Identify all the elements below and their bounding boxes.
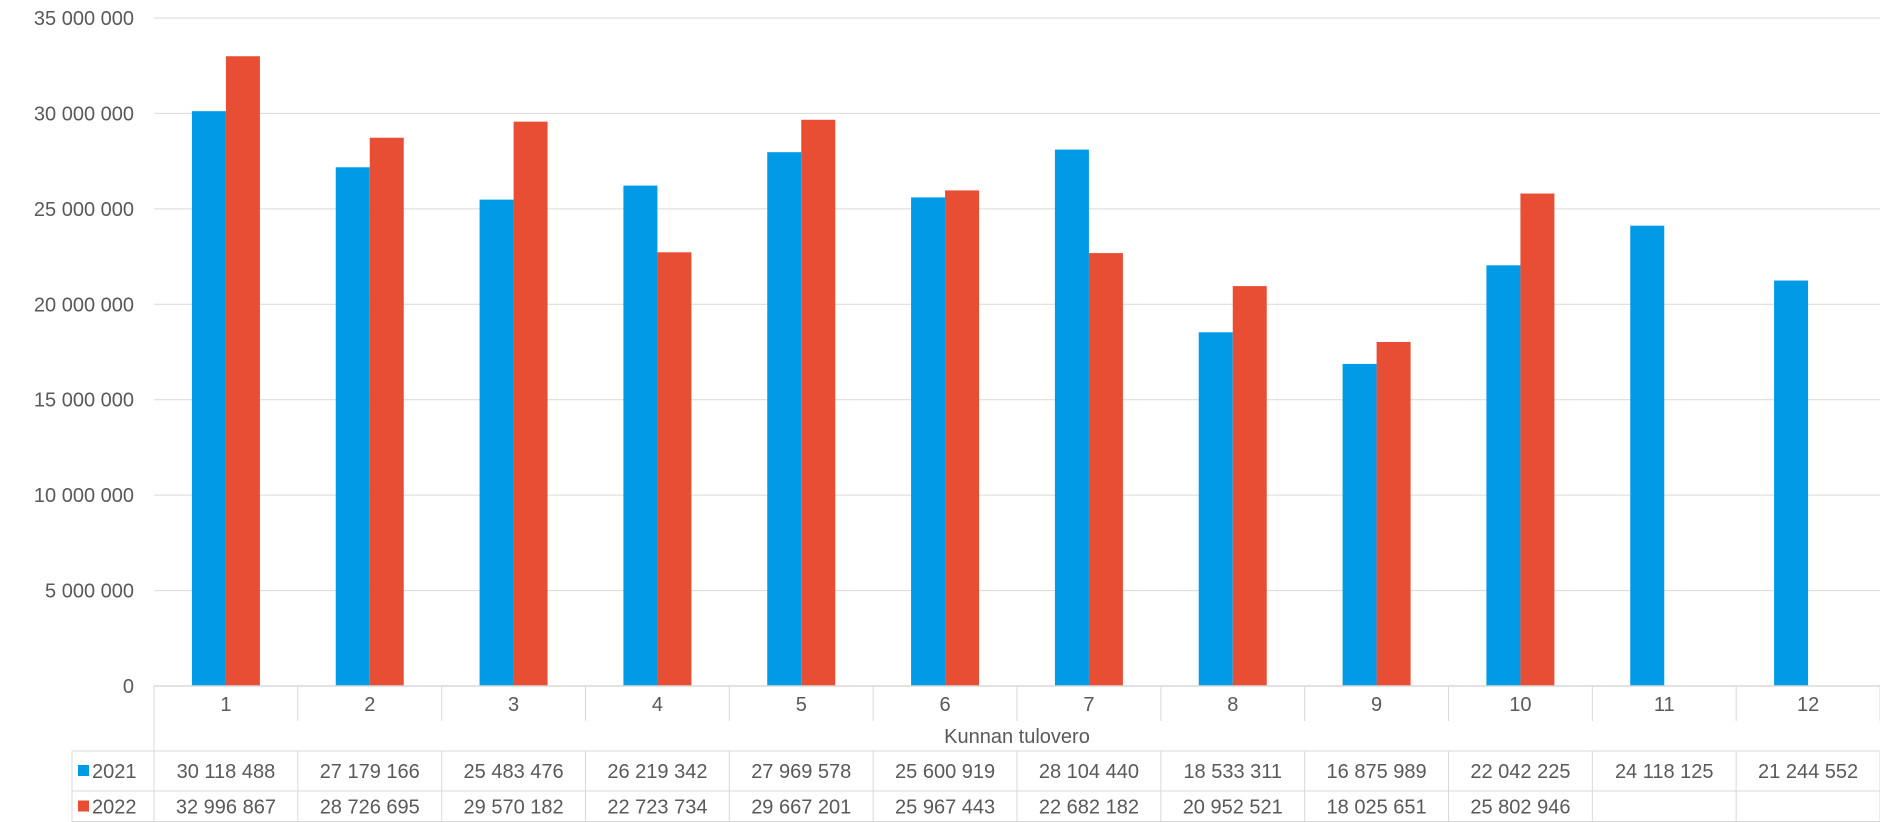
category-label: 1 bbox=[220, 694, 231, 716]
y-tick-label: 15 000 000 bbox=[34, 390, 134, 412]
y-tick-label: 25 000 000 bbox=[34, 199, 134, 221]
table-cell: 22 682 182 bbox=[1039, 797, 1139, 819]
legend-label-2022: 2022 bbox=[92, 797, 137, 819]
bar-2021-8 bbox=[1198, 332, 1233, 686]
y-axis-tick-labels: 0 5 000 000 10 000 000 15 000 000 20 000 000… bbox=[34, 8, 134, 698]
table-cell: 25 600 919 bbox=[895, 761, 995, 783]
bar-2022-10 bbox=[1520, 193, 1555, 686]
table-cell: 18 025 651 bbox=[1327, 797, 1427, 819]
category-label: 6 bbox=[940, 694, 951, 716]
table-cell: 24 118 125 bbox=[1615, 761, 1714, 783]
y-tick-label: 5 000 000 bbox=[45, 581, 134, 603]
table-cell: 28 104 440 bbox=[1039, 761, 1139, 783]
category-label: 8 bbox=[1227, 694, 1238, 716]
table-cell: 26 219 342 bbox=[607, 761, 707, 783]
bar-2021-9 bbox=[1342, 363, 1377, 686]
bar-2022-9 bbox=[1376, 341, 1411, 686]
table-cell: 25 967 443 bbox=[895, 797, 995, 819]
gridlines bbox=[154, 17, 1880, 592]
table-cell: 32 996 867 bbox=[176, 797, 276, 819]
category-label: 12 bbox=[1797, 694, 1819, 716]
bar-2022-3 bbox=[513, 121, 548, 686]
table-cell: 21 244 552 bbox=[1758, 761, 1858, 783]
table-cell: 30 118 488 bbox=[177, 761, 276, 783]
bar-2022-7 bbox=[1088, 253, 1123, 686]
table-cell: 28 726 695 bbox=[320, 797, 420, 819]
category-label: 9 bbox=[1371, 694, 1382, 716]
table-cell: 27 969 578 bbox=[751, 761, 851, 783]
table-cell: 25 802 946 bbox=[1470, 797, 1570, 819]
legend-label-2021: 2021 bbox=[92, 761, 137, 783]
bars bbox=[191, 56, 1809, 687]
bar-2021-5 bbox=[767, 152, 802, 687]
bar-2022-4 bbox=[657, 252, 692, 686]
category-label: 2 bbox=[364, 694, 375, 716]
legend-swatch-2022 bbox=[78, 800, 89, 812]
bar-2022-1 bbox=[225, 56, 260, 687]
table-cell: 29 667 201 bbox=[751, 797, 851, 819]
bar-2021-2 bbox=[335, 167, 370, 686]
y-tick-label: 35 000 000 bbox=[34, 8, 134, 30]
category-group-label: Kunnan tulovero bbox=[944, 726, 1090, 748]
bar-2021-4 bbox=[623, 185, 658, 686]
bar-2021-6 bbox=[911, 197, 946, 686]
bar-2021-7 bbox=[1054, 149, 1089, 686]
table-cell: 16 875 989 bbox=[1327, 761, 1427, 783]
category-label: 11 bbox=[1654, 694, 1675, 716]
table-cell: 29 570 182 bbox=[464, 797, 564, 819]
bar-2022-5 bbox=[801, 119, 836, 687]
table-cell: 22 723 734 bbox=[607, 797, 707, 819]
table-cell: 20 952 521 bbox=[1183, 797, 1283, 819]
bar-2022-8 bbox=[1232, 286, 1267, 686]
y-tick-label: 0 bbox=[123, 676, 134, 698]
y-tick-label: 30 000 000 bbox=[34, 103, 134, 125]
bar-2021-3 bbox=[479, 199, 514, 687]
legend-swatch-2021 bbox=[78, 765, 89, 776]
table-cell: 22 042 225 bbox=[1470, 761, 1570, 783]
category-label: 10 bbox=[1509, 694, 1531, 716]
table-cell: 18 533 311 bbox=[1183, 761, 1282, 783]
bar-2021-10 bbox=[1486, 265, 1521, 686]
bar-2022-2 bbox=[369, 137, 404, 687]
category-label: 3 bbox=[508, 694, 519, 716]
table-cell: 27 179 166 bbox=[320, 761, 420, 783]
bar-2021-11 bbox=[1630, 225, 1665, 686]
y-tick-label: 10 000 000 bbox=[34, 485, 134, 507]
category-label: 7 bbox=[1083, 694, 1094, 716]
bar-2021-12 bbox=[1774, 280, 1809, 686]
bar-2021-1 bbox=[191, 111, 226, 687]
bar-2022-6 bbox=[945, 190, 980, 686]
category-label: 5 bbox=[796, 694, 807, 716]
y-tick-label: 20 000 000 bbox=[34, 294, 134, 316]
category-label: 4 bbox=[652, 694, 663, 716]
table-cell: 25 483 476 bbox=[464, 761, 564, 783]
